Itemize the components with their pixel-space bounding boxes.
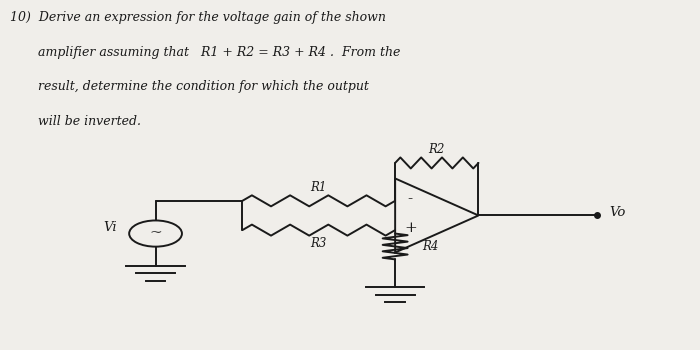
Text: will be inverted.: will be inverted. [10,115,141,128]
Text: result, determine the condition for which the output: result, determine the condition for whic… [10,80,369,93]
Text: Vi: Vi [104,221,117,234]
Text: R1: R1 [311,181,327,194]
Text: R3: R3 [311,237,327,250]
Text: R2: R2 [428,144,445,156]
Text: R4: R4 [421,240,438,253]
Text: Vo: Vo [609,205,625,218]
Text: +: + [404,222,416,236]
Text: 10)  Derive an expression for the voltage gain of the shown: 10) Derive an expression for the voltage… [10,12,386,24]
Text: amplifier assuming that   R1 + R2 = R3 + R4 .  From the: amplifier assuming that R1 + R2 = R3 + R… [10,46,400,59]
Text: ~: ~ [149,226,162,240]
Text: -: - [408,192,413,206]
